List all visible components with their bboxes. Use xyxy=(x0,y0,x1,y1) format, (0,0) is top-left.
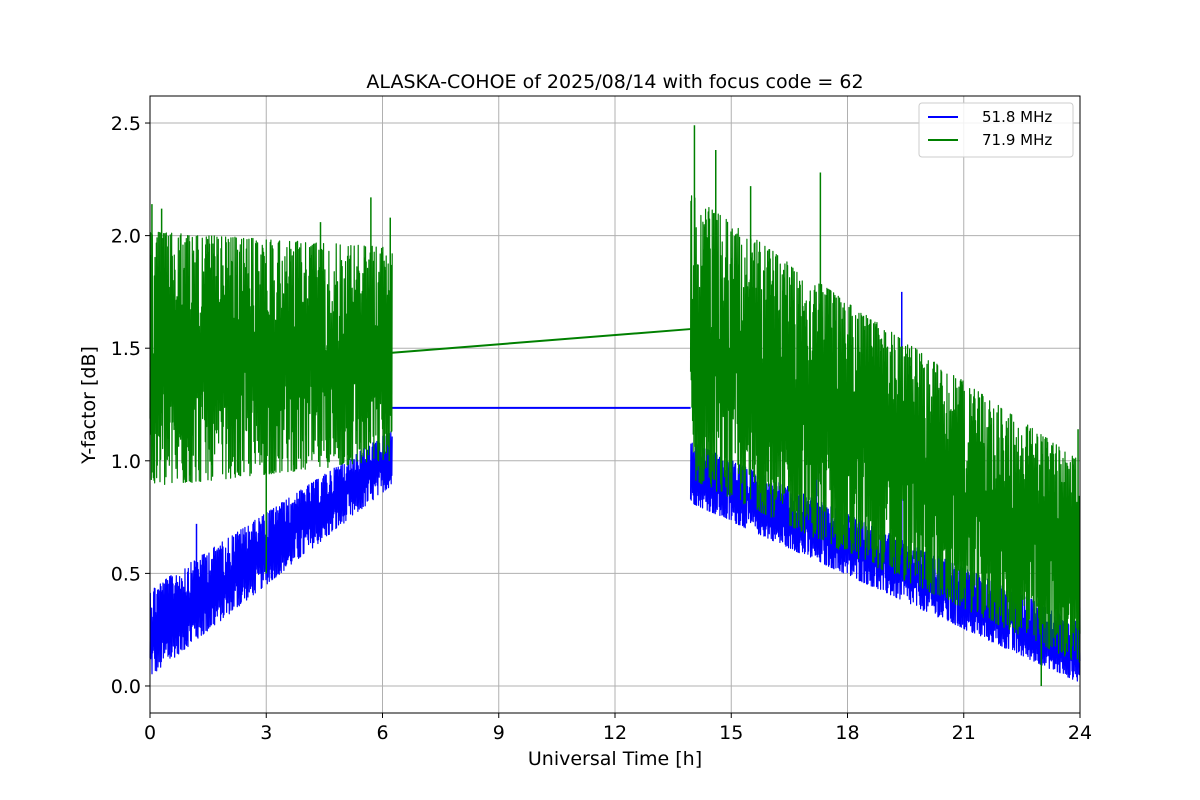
legend: 51.8 MHz 71.9 MHz xyxy=(918,102,1074,158)
y-tick-label: 1.0 xyxy=(111,451,141,473)
x-tick-label: 6 xyxy=(376,722,388,744)
y-tick-label: 2.0 xyxy=(111,226,141,248)
y-tick-label: 0.5 xyxy=(111,563,141,585)
x-axis: 0 3 6 9 12 15 18 21 24 xyxy=(144,713,1092,744)
series-segment xyxy=(689,195,1081,663)
series-segment xyxy=(149,431,393,675)
x-tick-label: 15 xyxy=(719,722,743,744)
series-layer xyxy=(149,125,1081,686)
series-segment xyxy=(149,231,393,486)
chart-title: ALASKA-COHOE of 2025/08/14 with focus co… xyxy=(366,71,863,93)
x-tick-label: 12 xyxy=(603,722,627,744)
y-tick-label: 0.0 xyxy=(111,676,141,698)
y-axis-label: Y-factor [dB] xyxy=(78,346,100,465)
y-tick-label: 2.5 xyxy=(111,113,141,135)
x-tick-label: 21 xyxy=(952,722,976,744)
x-tick-label: 0 xyxy=(144,722,156,744)
x-tick-label: 3 xyxy=(260,722,272,744)
legend-label-51-8: 51.8 MHz xyxy=(982,108,1052,126)
y-tick-label: 1.5 xyxy=(111,338,141,360)
x-tick-label: 9 xyxy=(493,722,505,744)
y-axis: 0.0 0.5 1.0 1.5 2.0 2.5 xyxy=(111,113,150,698)
x-tick-label: 18 xyxy=(835,722,859,744)
series-1 xyxy=(149,125,1081,686)
x-tick-label: 24 xyxy=(1068,722,1092,744)
legend-label-71-9: 71.9 MHz xyxy=(982,131,1052,149)
x-axis-label: Universal Time [h] xyxy=(528,748,702,770)
series-gap-line xyxy=(392,328,691,354)
